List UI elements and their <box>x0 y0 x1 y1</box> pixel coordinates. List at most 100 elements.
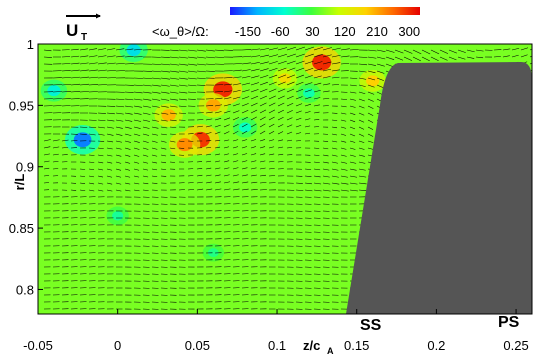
velocity-vector <box>241 181 249 184</box>
velocity-vector <box>88 84 99 86</box>
velocity-vector <box>268 130 275 135</box>
velocity-vector <box>142 168 149 171</box>
velocity-vector <box>376 49 386 53</box>
velocity-vector <box>304 46 315 51</box>
velocity-vector <box>295 53 305 58</box>
velocity-vector <box>151 119 159 122</box>
velocity-vector <box>70 83 81 86</box>
velocity-vector <box>214 146 221 149</box>
velocity-vector <box>43 56 52 58</box>
velocity-vector <box>52 98 62 100</box>
velocity-vector <box>79 175 86 177</box>
velocity-vector <box>232 103 240 107</box>
velocity-vector <box>304 96 312 100</box>
velocity-vector <box>349 168 357 171</box>
velocity-vector <box>196 49 206 52</box>
velocity-vector <box>313 182 322 185</box>
velocity-vector <box>142 91 152 94</box>
velocity-vector <box>187 91 197 94</box>
velocity-vector <box>133 140 140 143</box>
velocity-vector <box>241 139 248 142</box>
velocity-vector <box>304 89 312 93</box>
velocity-vector <box>151 133 159 136</box>
velocity-vector <box>367 49 377 52</box>
velocity-vector <box>214 104 223 107</box>
velocity-vector <box>223 181 231 184</box>
velocity-vector <box>70 189 77 191</box>
velocity-vector <box>295 81 304 86</box>
velocity-vector <box>304 168 312 170</box>
velocity-vector <box>196 168 203 170</box>
velocity-vector <box>43 175 50 177</box>
velocity-vector <box>61 91 71 93</box>
velocity-vector <box>241 146 248 149</box>
velocity-vector <box>277 161 284 163</box>
velocity-vector <box>340 112 347 115</box>
y-tick-label: 1 <box>27 37 34 52</box>
velocity-vector <box>232 153 239 156</box>
velocity-vector <box>286 117 293 121</box>
colorbar-tick-label: 210 <box>366 24 388 39</box>
velocity-vector <box>151 168 158 171</box>
velocity-vector <box>331 126 338 129</box>
velocity-vector <box>268 47 279 51</box>
velocity-vector <box>97 154 104 157</box>
velocity-vector <box>151 70 162 73</box>
velocity-vector <box>115 168 122 171</box>
velocity-vector <box>70 140 78 142</box>
velocity-vector <box>205 111 213 114</box>
vorticity-hotspot <box>176 138 193 152</box>
velocity-vector <box>331 76 340 79</box>
velocity-vector <box>259 130 266 135</box>
velocity-vector <box>169 70 180 73</box>
velocity-vector <box>475 56 484 59</box>
velocity-vector <box>295 182 303 184</box>
velocity-vector <box>259 109 267 114</box>
velocity-vector <box>142 112 151 115</box>
velocity-vector <box>367 91 375 95</box>
velocity-vector <box>61 56 71 58</box>
velocity-vector <box>232 160 239 163</box>
velocity-vector <box>439 49 449 54</box>
velocity-vector <box>124 161 131 164</box>
velocity-vector <box>412 56 421 62</box>
velocity-vector <box>250 95 259 100</box>
velocity-vector <box>259 167 266 170</box>
velocity-vector <box>304 189 313 192</box>
velocity-vector <box>106 140 114 143</box>
velocity-vector <box>412 49 422 55</box>
velocity-vector <box>250 89 259 93</box>
velocity-vector <box>142 105 151 108</box>
velocity-vector <box>169 77 179 80</box>
velocity-vector <box>187 84 197 87</box>
velocity-vector <box>358 182 367 185</box>
velocity-vector <box>178 112 186 114</box>
velocity-vector <box>520 47 529 51</box>
velocity-vector <box>232 130 239 135</box>
x-tick-label: 0.2 <box>427 338 445 353</box>
velocity-vector <box>169 98 179 101</box>
velocity-vector <box>106 168 113 171</box>
velocity-vector <box>88 119 97 121</box>
velocity-vector <box>331 182 340 185</box>
velocity-vector <box>223 139 230 142</box>
velocity-vector <box>322 154 329 157</box>
velocity-vector <box>286 46 297 51</box>
velocity-vector <box>178 84 188 87</box>
velocity-vector <box>322 47 332 51</box>
velocity-vector <box>340 140 347 143</box>
velocity-vector <box>124 119 133 122</box>
velocity-vector <box>142 154 149 157</box>
velocity-vector <box>223 97 232 100</box>
velocity-vector <box>331 69 340 72</box>
velocity-vector <box>277 109 284 114</box>
velocity-vector <box>79 55 89 58</box>
velocity-vector <box>214 124 221 128</box>
velocity-vector <box>259 48 270 51</box>
velocity-vector <box>223 188 231 191</box>
velocity-vector <box>106 48 116 51</box>
velocity-vector <box>61 70 71 72</box>
velocity-vector <box>142 77 152 80</box>
velocity-vector <box>97 112 106 114</box>
velocity-vector <box>115 161 122 164</box>
